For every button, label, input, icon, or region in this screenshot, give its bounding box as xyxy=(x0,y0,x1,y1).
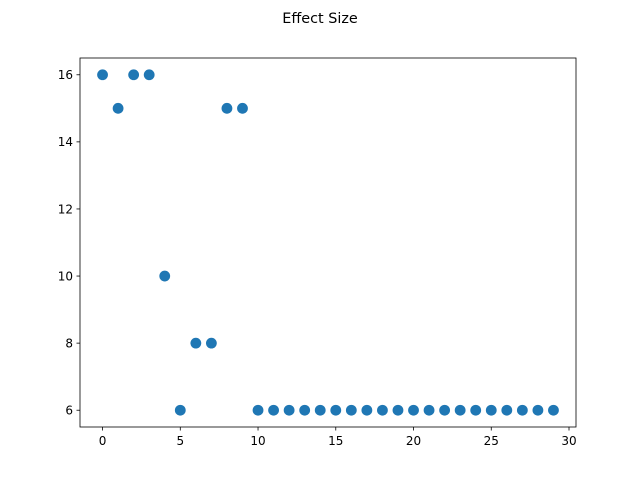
data-point xyxy=(112,102,124,114)
data-point xyxy=(159,270,171,282)
y-tick-label: 12 xyxy=(58,202,73,216)
data-points xyxy=(97,69,559,416)
data-point xyxy=(485,404,497,416)
x-tick-label: 0 xyxy=(99,434,107,448)
data-point xyxy=(501,404,513,416)
data-point xyxy=(516,404,528,416)
data-point xyxy=(252,404,264,416)
data-point xyxy=(423,404,435,416)
data-point xyxy=(392,404,404,416)
data-point xyxy=(190,337,202,349)
y-tick-label: 16 xyxy=(58,68,73,82)
data-point xyxy=(268,404,279,416)
data-point xyxy=(470,404,482,416)
data-point xyxy=(143,69,155,81)
data-point xyxy=(205,337,217,349)
data-point xyxy=(548,404,559,416)
data-point xyxy=(330,404,342,416)
data-point xyxy=(299,404,311,416)
chart-title: Effect Size xyxy=(282,11,358,27)
y-axis: 6 8 10 12 14 16 xyxy=(58,68,80,418)
data-point xyxy=(283,404,295,416)
data-point xyxy=(361,404,373,416)
x-axis: 0 5 10 15 20 25 30 xyxy=(99,427,577,448)
plot-frame xyxy=(79,57,577,428)
y-tick-label: 14 xyxy=(58,135,73,149)
y-tick-label: 10 xyxy=(58,269,73,283)
data-point xyxy=(314,404,326,416)
data-point xyxy=(408,404,419,416)
x-tick-label: 25 xyxy=(484,434,499,448)
x-tick-label: 15 xyxy=(328,434,343,448)
data-point xyxy=(454,404,466,416)
data-point xyxy=(237,102,248,114)
data-point xyxy=(221,102,233,114)
data-point xyxy=(439,404,451,416)
data-point xyxy=(532,404,544,416)
data-point xyxy=(174,404,186,416)
x-tick-label: 20 xyxy=(406,434,421,448)
x-tick-label: 5 xyxy=(176,434,184,448)
data-point xyxy=(128,69,140,81)
data-point xyxy=(345,404,357,416)
y-tick-label: 6 xyxy=(65,404,73,418)
x-tick-label: 30 xyxy=(561,434,576,448)
y-tick-label: 8 xyxy=(65,336,73,350)
data-point xyxy=(97,69,108,81)
data-point xyxy=(377,404,388,416)
x-tick-label: 10 xyxy=(250,434,265,448)
